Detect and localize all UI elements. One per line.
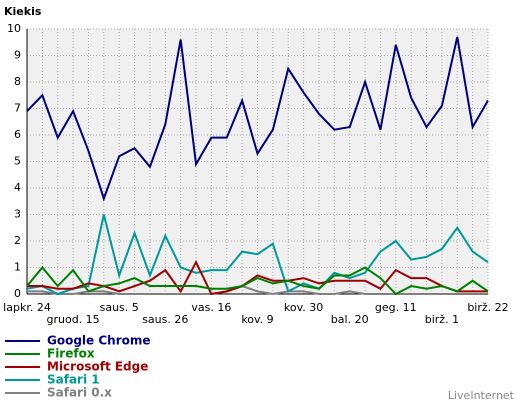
legend-label: Safari 1 (47, 373, 100, 387)
y-tick-label: 0 (14, 287, 21, 300)
y-tick-label: 10 (7, 22, 21, 35)
y-tick-label: 9 (14, 49, 21, 62)
x-tick-label: kov. 30 (284, 301, 323, 314)
y-tick-label: 6 (14, 128, 21, 141)
y-axis-label: Kiekis (4, 5, 42, 18)
y-tick-label: 1 (14, 261, 21, 274)
y-tick-label: 7 (14, 102, 21, 115)
x-tick-label: kov. 9 (241, 313, 273, 326)
x-tick-label: gruod. 15 (47, 313, 100, 326)
x-tick-label: vas. 16 (191, 301, 231, 314)
y-tick-label: 8 (14, 75, 21, 88)
y-tick-label: 2 (14, 234, 21, 247)
x-tick-label: lapkr. 24 (3, 301, 51, 314)
series-line (26, 265, 489, 296)
legend-label: Google Chrome (47, 334, 151, 348)
legend-label: Safari 0.x (47, 386, 112, 400)
y-tick-label: 5 (14, 155, 21, 168)
legend-label: Firefox (47, 347, 95, 361)
x-tick-label: birž. 1 (425, 313, 459, 326)
x-tick-label: bal. 20 (331, 313, 369, 326)
series-line (26, 214, 489, 296)
legend-label: Microsoft Edge (47, 360, 148, 374)
y-tick-label: 4 (14, 181, 21, 194)
x-tick-label: birž. 22 (467, 301, 508, 314)
x-tick-label: saus. 5 (100, 301, 139, 314)
credit: LiveInternet (448, 389, 515, 402)
x-tick-label: geg. 11 (375, 301, 417, 314)
x-tick-label: saus. 26 (142, 313, 188, 326)
y-tick-label: 3 (14, 208, 21, 221)
series-line (26, 36, 489, 202)
series-line (27, 284, 488, 296)
